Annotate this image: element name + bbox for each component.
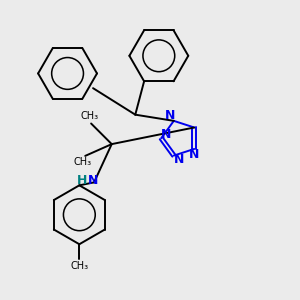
Text: CH₃: CH₃: [73, 158, 91, 167]
Text: N: N: [161, 128, 172, 141]
Text: CH₃: CH₃: [81, 111, 99, 121]
Text: CH₃: CH₃: [70, 261, 88, 271]
Text: N: N: [174, 153, 184, 166]
Text: N: N: [189, 148, 200, 161]
Text: N: N: [87, 174, 98, 188]
Text: H: H: [77, 174, 88, 188]
Text: N: N: [165, 109, 175, 122]
